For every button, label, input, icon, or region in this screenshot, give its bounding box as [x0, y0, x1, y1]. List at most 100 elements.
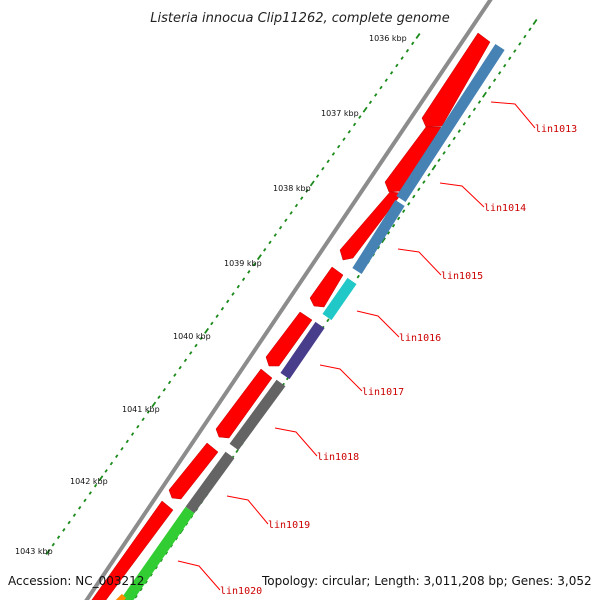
ruler-tick — [322, 167, 324, 170]
gene-label-lin1015[interactable]: lin1015 — [441, 271, 483, 282]
callout-line — [178, 561, 220, 590]
ruler-tick — [174, 374, 176, 377]
ruler-tick — [280, 226, 282, 229]
ruler-tick — [317, 175, 319, 178]
ruler-tick — [264, 248, 266, 251]
ruler-tick — [458, 130, 460, 133]
ruler-tick — [432, 165, 435, 170]
gene-label-lin1019[interactable]: lin1019 — [268, 520, 310, 531]
gene-lin1013 — [401, 47, 500, 199]
genome-summary-text: Topology: circular; Length: 3,011,208 bp… — [262, 574, 592, 588]
ruler-tick — [385, 79, 387, 82]
ruler-tick — [406, 49, 408, 52]
ruler-tick — [533, 20, 536, 25]
ruler-tick — [453, 137, 455, 140]
ruler-tick — [489, 86, 491, 89]
gene-label-lin1014[interactable]: lin1014 — [484, 203, 526, 214]
gene-label-lin1017[interactable]: lin1017 — [362, 387, 404, 398]
ruler-tick — [448, 144, 450, 147]
ruler-tick — [116, 455, 118, 458]
ruler-tick — [412, 42, 414, 45]
ruler-tick — [126, 440, 128, 443]
ruler-tick — [84, 499, 86, 502]
callout-line — [491, 102, 535, 128]
gene-orange-edge — [116, 596, 124, 600]
ruler-tick — [327, 319, 329, 322]
ruler-tick — [105, 470, 107, 473]
ruler-tick — [227, 300, 229, 303]
ruler-tick — [184, 359, 186, 362]
ruler-tick — [396, 64, 398, 67]
genome-backbone — [84, 0, 493, 600]
ruler-label-1041: 1041 kbp — [122, 405, 160, 414]
ruler-tick — [375, 94, 377, 97]
ruler-tick — [110, 462, 112, 465]
ruler-tick — [301, 197, 303, 200]
ruler-tick — [369, 101, 371, 104]
ruler-tick — [423, 181, 425, 184]
ruler-tick — [137, 425, 139, 428]
ruler-tick — [285, 219, 287, 222]
ruler-tick — [468, 115, 470, 118]
ruler-tick — [179, 366, 181, 369]
ruler-tick — [142, 418, 144, 421]
callout-line — [357, 311, 399, 337]
callout-line — [320, 365, 362, 391]
gene-label-lin1018[interactable]: lin1018 — [317, 452, 359, 463]
callout-line — [398, 249, 441, 275]
ruler-label-1043: 1043 kbp — [15, 547, 53, 556]
ruler-tick — [269, 241, 271, 244]
ruler-tick — [232, 293, 234, 296]
ruler-tick — [443, 152, 445, 155]
red-gene-track — [89, 33, 490, 600]
ruler-tick — [348, 131, 350, 134]
ruler-tick — [290, 212, 292, 215]
ruler-tick — [354, 123, 356, 126]
ruler-tick — [391, 72, 393, 75]
ruler-tick — [236, 450, 238, 453]
callout-line — [275, 428, 317, 456]
ruler-tick — [519, 43, 521, 46]
gene-label-lin1020[interactable]: lin1020 — [220, 586, 262, 597]
ruler-tick — [494, 79, 496, 82]
callout-line — [440, 183, 484, 207]
ruler-tick — [327, 160, 329, 163]
ruler-tick — [190, 352, 192, 355]
ruler-tick — [58, 536, 60, 539]
ruler-tick — [408, 203, 410, 206]
ruler-tick — [380, 86, 382, 89]
ruler-tick — [438, 159, 440, 162]
gene-label-lin1013[interactable]: lin1013 — [535, 124, 577, 135]
ruler-tick — [514, 50, 516, 53]
ruler-tick — [163, 389, 165, 392]
callout-line — [227, 496, 268, 524]
ruler-label-1039: 1039 kbp — [224, 259, 262, 268]
ruler-label-1040: 1040 kbp — [173, 332, 211, 341]
ruler-tick — [221, 307, 223, 310]
ruler-label-1036: 1036 kbp — [369, 34, 407, 43]
ruler-tick — [529, 28, 531, 31]
ruler-tick — [63, 529, 65, 532]
ruler-tick — [479, 101, 481, 104]
gene-label-lin1016[interactable]: lin1016 — [399, 333, 441, 344]
ruler-tick — [473, 108, 475, 111]
ruler-tick — [211, 322, 213, 325]
ruler-label-1042: 1042 kbp — [70, 477, 108, 486]
map-title: Listeria innocua Clip11262, complete gen… — [150, 11, 449, 26]
ruler-tick — [343, 138, 345, 141]
ruler-tick — [73, 514, 75, 517]
ruler-tick — [132, 433, 134, 436]
ruler-tick — [195, 344, 197, 347]
ruler-tick — [401, 57, 403, 60]
ruler-tick — [121, 447, 123, 450]
ruler-label-1038: 1038 kbp — [273, 184, 311, 193]
ruler-tick — [158, 396, 160, 399]
ruler-tick — [89, 492, 91, 495]
ruler-tick — [338, 145, 340, 148]
ruler-tick — [504, 64, 506, 67]
ruler-tick — [79, 506, 81, 509]
ruler-tick — [483, 92, 486, 97]
ruler-tick — [243, 278, 245, 281]
ruler-tick — [216, 315, 218, 318]
ruler-label-1037: 1037 kbp — [321, 109, 359, 118]
